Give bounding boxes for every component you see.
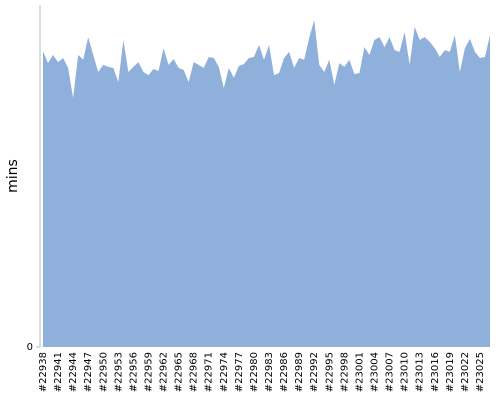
- x-tick-label: #23001: [354, 352, 365, 392]
- x-tick-label: #23016: [430, 352, 441, 392]
- x-tick-label: #22995: [324, 352, 335, 392]
- x-tick-label: #22971: [204, 352, 215, 392]
- x-tick-label: #22977: [234, 352, 245, 392]
- y-axis-label: mins: [5, 159, 21, 193]
- x-tick-label: #23010: [400, 352, 411, 392]
- x-tick-label: #23022: [460, 352, 471, 392]
- x-tick-label: #22965: [174, 352, 185, 392]
- x-tick-label: #22986: [279, 352, 290, 392]
- x-tick-label: #22947: [83, 352, 94, 392]
- x-tick-label: #22998: [339, 352, 350, 392]
- x-tick-label: #22953: [113, 352, 124, 392]
- x-tick-label: #22956: [128, 352, 139, 392]
- x-tick-label: #22974: [219, 352, 230, 392]
- x-tick-label: #22944: [68, 352, 79, 392]
- x-tick-label: #22968: [189, 352, 200, 392]
- x-tick-label: #22959: [143, 352, 154, 392]
- x-tick-label: #22950: [98, 352, 109, 392]
- x-tick-label: #22992: [309, 352, 320, 392]
- x-tick-label: #22941: [53, 352, 64, 392]
- x-tick-label: #22989: [294, 352, 305, 392]
- x-tick-label: #23019: [445, 352, 456, 392]
- x-tick-label: #23004: [369, 352, 380, 392]
- x-tick-label: #22962: [159, 352, 170, 392]
- x-tick-label: #22938: [38, 352, 49, 392]
- y-tick-label: 0: [27, 342, 33, 353]
- x-tick-label: #23013: [415, 352, 426, 392]
- x-tick-label: #22980: [249, 352, 260, 392]
- x-tick-label: #23025: [475, 352, 486, 392]
- area: [43, 20, 490, 347]
- x-tick-label: #22983: [264, 352, 275, 392]
- x-tick-label: #23007: [385, 352, 396, 392]
